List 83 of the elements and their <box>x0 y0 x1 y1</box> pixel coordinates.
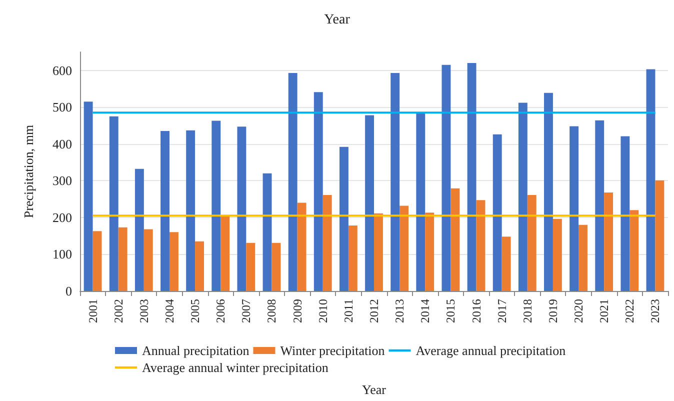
x-tick-label: 2015 <box>444 299 458 323</box>
bar <box>544 92 553 291</box>
bar <box>314 92 323 291</box>
y-tick-label: 600 <box>52 62 72 78</box>
x-tick-label: 2016 <box>469 299 484 323</box>
bar <box>552 218 562 291</box>
bar <box>195 241 204 291</box>
bar <box>237 126 246 291</box>
bar <box>570 126 579 291</box>
bar <box>390 72 400 291</box>
bar <box>134 168 144 291</box>
y-axis-title: Precipitation, mm <box>21 124 36 218</box>
bar <box>467 63 476 291</box>
bar <box>109 116 118 291</box>
y-tick-label: 400 <box>52 136 72 152</box>
bar <box>92 231 102 291</box>
x-tick-label: 2009 <box>290 299 304 323</box>
x-tick-label: 2004 <box>162 299 176 323</box>
x-tick-label: 2012 <box>367 299 381 323</box>
x-tick-label: 2021 <box>597 299 612 323</box>
bar <box>595 120 604 291</box>
x-tick-label: 2003 <box>136 299 151 323</box>
bar <box>160 131 170 291</box>
bar <box>272 242 281 291</box>
bar <box>527 195 536 291</box>
bar <box>502 236 511 291</box>
bar <box>604 192 614 291</box>
y-tick-label: 500 <box>52 100 72 115</box>
bar <box>492 134 502 291</box>
bar <box>400 206 409 291</box>
bar <box>620 136 630 291</box>
x-tick-label: 2008 <box>264 299 279 323</box>
bar <box>246 242 256 291</box>
legend-label: Average annual winter precipitation <box>142 360 329 375</box>
bar <box>169 232 178 291</box>
bar <box>84 102 93 291</box>
bar <box>322 195 332 291</box>
bar <box>144 229 153 291</box>
bar <box>212 120 221 291</box>
x-tick-label: 2020 <box>572 299 586 323</box>
x-tick-label: 2023 <box>648 299 662 323</box>
y-tick-label: 100 <box>52 246 72 262</box>
bar <box>655 180 664 291</box>
x-tick-label: 2001 <box>86 299 100 323</box>
bar <box>339 146 348 291</box>
chart-title: Year <box>324 12 350 28</box>
bar <box>425 212 434 291</box>
bar <box>630 210 639 291</box>
x-tick-label: 2022 <box>622 299 637 323</box>
bar <box>220 216 230 291</box>
bar <box>348 226 358 291</box>
x-tick-label: 2018 <box>520 299 534 323</box>
bar <box>262 173 272 291</box>
bar <box>442 64 451 291</box>
y-tick-label: 0 <box>66 284 72 298</box>
y-tick-label: 300 <box>52 173 72 188</box>
x-tick-label: 2006 <box>214 299 228 323</box>
bar <box>374 213 383 291</box>
bar <box>365 115 374 291</box>
x-tick-label: 2013 <box>392 299 407 323</box>
x-tick-label: 2011 <box>341 299 356 323</box>
bar <box>450 188 460 291</box>
x-tick-label: 2005 <box>188 299 202 323</box>
bar <box>186 130 196 291</box>
bar <box>118 227 128 291</box>
x-axis-title: Year <box>362 382 387 397</box>
legend-label: Annual precipitation <box>142 343 250 358</box>
x-tick-label: 2010 <box>316 299 330 323</box>
x-tick-label: 2007 <box>239 299 254 323</box>
bar <box>416 113 426 291</box>
bar <box>578 224 588 291</box>
bar <box>476 200 486 291</box>
legend-label: Average annual precipitation <box>416 343 566 358</box>
x-tick-label: 2002 <box>111 299 126 323</box>
x-tick-label: 2014 <box>418 299 432 323</box>
y-tick-label: 200 <box>52 210 72 225</box>
bar <box>288 72 298 291</box>
legend-label: Winter precipitation <box>280 343 386 358</box>
x-tick-label: 2017 <box>494 299 509 323</box>
x-tick-label: 2019 <box>546 299 560 323</box>
bar <box>297 202 306 291</box>
bar <box>646 69 656 291</box>
bar <box>518 102 528 291</box>
